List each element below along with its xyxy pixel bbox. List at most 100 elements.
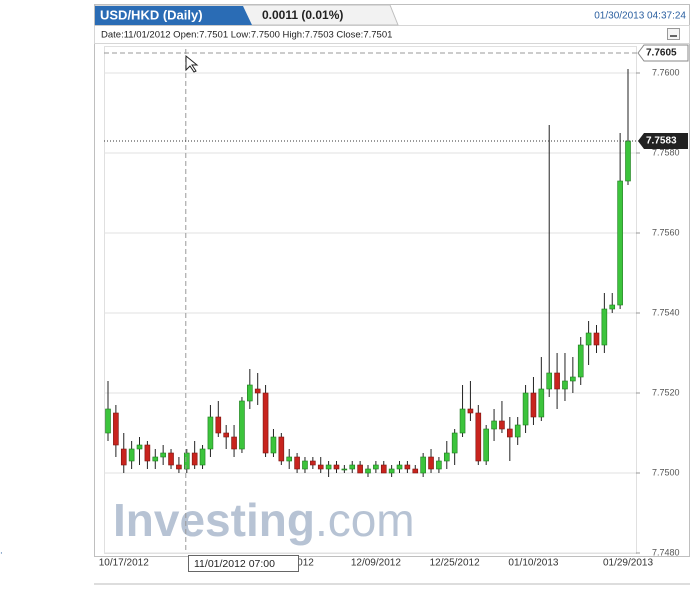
stray-dot: . [0,546,3,557]
candle-body [215,416,222,434]
candle-body [199,448,206,466]
candle-body [302,460,308,470]
candle-body [294,456,300,470]
candle-body [554,372,560,390]
candle-body [530,392,537,418]
candle-body [357,464,363,474]
candle-body [247,384,253,402]
candle-body [270,436,277,454]
candle-body [341,468,348,471]
x-tick-label: 12/25/2012 [430,558,480,569]
watermark-suffix: .com [315,494,415,546]
candle-body [317,464,324,470]
candle-body [404,464,411,470]
candle-body [176,464,182,470]
candle-body [562,380,568,390]
candle-body [325,464,332,470]
candle-body [191,452,198,466]
candle-body [483,428,489,462]
candle-body [546,372,553,390]
crosshair-date-box [188,555,299,572]
candle-body [412,468,419,474]
candle-body [538,388,545,418]
candle-body [436,460,442,470]
candle-body [120,448,127,466]
candle-body [514,424,521,438]
candle-body [254,388,261,394]
candle-body [585,332,592,346]
candle-body [136,444,143,450]
watermark-main: Investing [113,494,315,546]
minimize-button[interactable] [667,28,680,40]
title-tab [95,6,252,25]
candle-body [428,456,434,470]
info-line: Date:11/01/2012 Open:7.7501 Low:7.7500 H… [101,30,392,41]
candle-body [152,456,159,462]
y-tick-label: 7.7580 [652,147,680,157]
candle-body [239,400,245,450]
candle-body [128,448,135,462]
y-tick-label: 7.7540 [652,307,680,317]
candle-body [420,456,426,474]
timestamp: 01/30/2013 04:37:24 [594,11,686,22]
candle-body [475,412,482,462]
candle-body [507,428,513,438]
candle-body [349,464,356,470]
candle-body [396,464,403,470]
last-price-label: 7.7583 [646,136,677,147]
grid: 7.7480 7.7500 7.7520 7.7540 7.7560 7.7580 7.76… [104,67,680,557]
candle-body [144,444,151,462]
crosshair-value-tag [637,44,689,62]
candle-body [609,304,616,310]
y-tick-label: 7.7560 [652,227,680,237]
candle-body [373,464,379,470]
candle-body [499,420,505,430]
candle-body [451,432,458,454]
candle-body [278,436,285,462]
candle-body [310,460,316,466]
candle-body [380,464,387,474]
candles [105,69,631,477]
mouse-cursor [185,33,199,73]
crosshair-date-label: 11/01/2012 07:00 [194,558,275,570]
candle-body [365,468,371,474]
change: 0.0011 (0.01%) [262,8,343,22]
y-tick-label: 7.7480 [652,547,680,557]
candle-body [467,408,474,414]
y-tick-label: 7.7520 [652,387,680,397]
candle-body [160,452,166,458]
candle-body [286,456,293,462]
candle-body [231,436,237,450]
candle-body [625,140,631,182]
candle-body [105,408,111,434]
candle-body [601,308,608,346]
candle-body [577,344,584,378]
x-tick-label: 12/09/2012 [351,558,401,569]
candle-body [388,468,395,474]
candle-body [207,416,214,450]
chart-title: USD/HKD (Daily) [100,7,203,22]
candle-body [593,332,600,346]
plot-area [104,46,637,554]
watermark: Investing.com [113,494,415,546]
candle-body [443,452,450,462]
candle-body [522,392,529,426]
x-tick-label: 01/10/2013 [508,558,558,569]
crosshair-value-label: 7.7605 [646,48,677,59]
candle-body [262,392,269,454]
y-tick-label: 7.7500 [652,467,680,477]
candle-body [491,420,497,430]
overlays: 10/17/201211/23/201212/09/201212/25/2012… [99,44,689,572]
x-tick-label: 01/29/2013 [603,558,653,569]
candle-body [183,452,190,470]
candle-body [617,180,623,306]
y-tick-label: 7.7600 [652,67,680,77]
candle-body [333,464,340,470]
last-price-tag [638,133,688,149]
candle-body [459,408,466,434]
candle-body [570,376,576,382]
x-tick-label: 10/17/2012 [99,558,149,569]
candle-body [113,412,119,446]
